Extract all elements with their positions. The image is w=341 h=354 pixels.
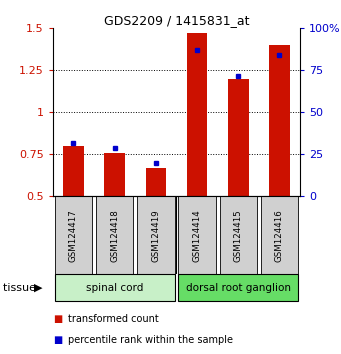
Text: GSM124418: GSM124418 <box>110 209 119 262</box>
Text: GSM124417: GSM124417 <box>69 209 78 262</box>
Text: GSM124419: GSM124419 <box>151 209 160 262</box>
Bar <box>187 33 207 196</box>
FancyBboxPatch shape <box>137 196 175 274</box>
Text: transformed count: transformed count <box>68 314 159 324</box>
Text: GSM124415: GSM124415 <box>234 209 243 262</box>
FancyBboxPatch shape <box>178 274 298 301</box>
Text: ■: ■ <box>53 314 62 324</box>
Bar <box>63 146 84 196</box>
Text: percentile rank within the sample: percentile rank within the sample <box>68 335 233 345</box>
FancyBboxPatch shape <box>55 196 92 274</box>
Text: GSM124414: GSM124414 <box>193 209 202 262</box>
FancyBboxPatch shape <box>55 274 175 301</box>
Text: spinal cord: spinal cord <box>86 282 143 293</box>
FancyBboxPatch shape <box>96 196 133 274</box>
FancyBboxPatch shape <box>178 196 216 274</box>
Bar <box>104 153 125 196</box>
Text: dorsal root ganglion: dorsal root ganglion <box>186 282 291 293</box>
Bar <box>146 168 166 196</box>
Title: GDS2209 / 1415831_at: GDS2209 / 1415831_at <box>104 14 249 27</box>
Bar <box>269 45 290 196</box>
FancyBboxPatch shape <box>220 196 257 274</box>
Text: GSM124416: GSM124416 <box>275 209 284 262</box>
Text: ■: ■ <box>53 335 62 345</box>
Text: tissue: tissue <box>3 282 40 293</box>
Bar <box>228 79 249 196</box>
Text: ▶: ▶ <box>34 282 43 293</box>
FancyBboxPatch shape <box>261 196 298 274</box>
